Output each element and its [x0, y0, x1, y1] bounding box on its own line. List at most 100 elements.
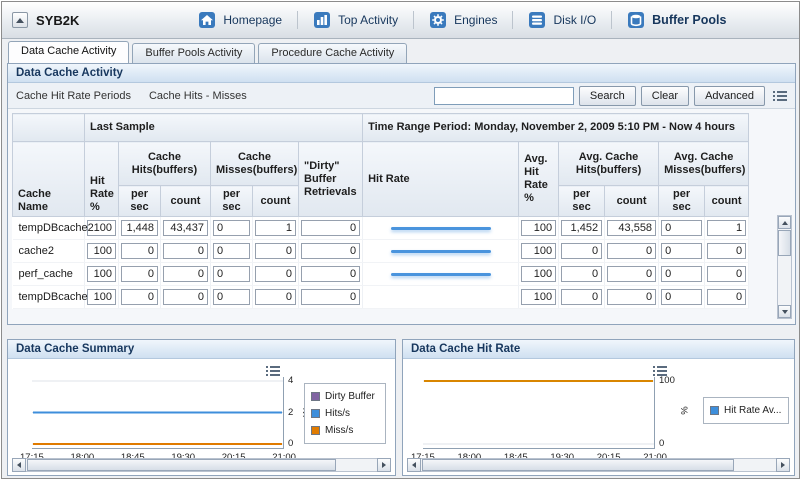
col-hits-per-sec[interactable]: per sec: [118, 185, 161, 217]
data-cache-summary-panel: Data Cache Summary 024 K/s 17:1518:0018:…: [7, 339, 396, 476]
down-arrow-icon: [781, 309, 788, 314]
scroll-right-button[interactable]: [776, 458, 790, 472]
value-box: 0: [163, 266, 208, 282]
table-scrollbar[interactable]: [777, 215, 792, 319]
legend-item: Miss/s: [311, 422, 379, 439]
advanced-button[interactable]: Advanced: [694, 85, 765, 106]
col-avg-cache-misses[interactable]: Avg. Cache Misses(buffers): [658, 141, 750, 186]
col-misses-per-sec[interactable]: per sec: [210, 185, 253, 217]
scrollbar-track[interactable]: [26, 458, 377, 472]
x-axis-labels: 17:15 18:00 18:45 19:30 20:15 21:00: [411, 452, 667, 463]
scroll-up-button[interactable]: [778, 216, 791, 229]
scrollbar-thumb[interactable]: [27, 459, 336, 471]
value-box: 0: [121, 289, 158, 305]
value-box: 0: [707, 243, 747, 259]
tab-procedure-cache-activity[interactable]: Procedure Cache Activity: [258, 43, 408, 63]
value-box: 100: [87, 243, 116, 259]
table-menu-icon[interactable]: [773, 90, 787, 102]
value-box: 0: [213, 220, 250, 236]
nav-homepage-label: Homepage: [223, 13, 283, 27]
chart-scrollbar[interactable]: [12, 458, 391, 472]
value-box: 0: [121, 243, 158, 259]
table-row[interactable]: perf_cache 100 0 0 0 0 0 100 0 0 0 0: [12, 262, 750, 286]
table-row[interactable]: cache2 100 0 0 0 0 0 100 0 0 0 0: [12, 239, 750, 263]
tab-data-cache-activity[interactable]: Data Cache Activity: [8, 41, 130, 63]
col-avg-hits-per-sec[interactable]: per sec: [558, 185, 606, 217]
scroll-left-button[interactable]: [407, 458, 421, 472]
table-row[interactable]: tempDBcache 100 0 0 0 0 0 100 0 0 0 0: [12, 285, 750, 309]
nav-disk-io[interactable]: Disk I/O: [513, 11, 611, 29]
scrollbar-thumb[interactable]: [778, 230, 791, 256]
clear-button[interactable]: Clear: [640, 85, 690, 106]
x-axis-labels: 17:15 18:00 18:45 19:30 20:15 21:00: [20, 452, 296, 463]
scrollbar-track[interactable]: [421, 458, 776, 472]
value-box: 43,437: [163, 220, 208, 236]
value-box: 100: [521, 266, 557, 282]
nav-top-activity[interactable]: Top Activity: [298, 11, 413, 29]
value-box: 1,448: [121, 220, 158, 236]
search-button[interactable]: Search: [578, 85, 636, 106]
value-box: 0: [213, 266, 250, 282]
col-hit-rate-chart[interactable]: Hit Rate: [362, 141, 520, 217]
chart-menu-icon[interactable]: [266, 365, 280, 377]
nav-separator: [611, 11, 613, 29]
value-box: 1,452: [561, 220, 603, 236]
panel-title: Data Cache Summary: [8, 340, 395, 359]
link-cache-hit-rate-periods[interactable]: Cache Hit Rate Periods: [16, 89, 131, 102]
homepage-icon: [199, 12, 216, 28]
x-tick-label: 18:45: [121, 452, 145, 463]
table-row[interactable]: tempDBcache2 100 1,448 43,437 0 1 0 100 …: [12, 216, 750, 240]
search-input[interactable]: [433, 86, 574, 105]
col-cache-hits[interactable]: Cache Hits(buffers): [118, 141, 211, 186]
scroll-right-button[interactable]: [377, 458, 391, 472]
col-avg-hits-count[interactable]: count: [604, 185, 660, 217]
chart-menu-icon[interactable]: [653, 365, 667, 377]
value-box: 0: [301, 289, 361, 305]
top-activity-icon: [314, 12, 331, 28]
col-cache-name[interactable]: Cache Name: [12, 141, 85, 217]
hit-rate-sparkline: [390, 226, 491, 230]
left-arrow-icon: [412, 462, 416, 468]
col-avg-cache-hits[interactable]: Avg. Cache Hits(buffers): [558, 141, 660, 186]
x-tick-label: 20:15: [222, 452, 246, 463]
main-nav: Homepage Top Activity Engines Disk I/O B…: [183, 11, 741, 29]
chart-scrollbar[interactable]: [407, 458, 790, 472]
header-blank: [12, 113, 85, 142]
col-avg-misses-per-sec[interactable]: per sec: [658, 185, 706, 217]
legend-swatch: [311, 426, 320, 435]
scroll-left-button[interactable]: [12, 458, 26, 472]
nav-engines[interactable]: Engines: [414, 11, 512, 29]
chart-body: 024 K/s 17:1518:0018:4519:3020:1521:00 D…: [8, 359, 395, 475]
col-avg-hit-rate-pct[interactable]: Avg. Hit Rate %: [518, 141, 560, 217]
scrollbar-thumb[interactable]: [422, 459, 735, 471]
col-misses-count[interactable]: count: [252, 185, 299, 217]
col-avg-misses-count[interactable]: count: [704, 185, 750, 217]
scrollbar-track[interactable]: [778, 256, 791, 305]
collapse-button[interactable]: [12, 12, 28, 28]
chart-svg: [423, 380, 654, 445]
value-box: 0: [163, 289, 208, 305]
value-box: 0: [661, 220, 703, 236]
col-dirty-buffer[interactable]: "Dirty" Buffer Retrievals: [297, 141, 364, 217]
value-box: 0: [301, 266, 361, 282]
y-tick-label: 100: [659, 375, 675, 386]
link-cache-hits-misses[interactable]: Cache Hits - Misses: [148, 89, 247, 102]
x-tick-label: 17:15: [20, 452, 44, 463]
y-tick-label: 4: [288, 375, 294, 386]
scroll-down-button[interactable]: [778, 305, 791, 318]
tab-buffer-pools-activity[interactable]: Buffer Pools Activity: [132, 43, 256, 63]
x-tick-label: 21:00: [643, 452, 667, 463]
col-cache-misses[interactable]: Cache Misses(buffers): [210, 141, 299, 186]
nav-buffer-pools[interactable]: Buffer Pools: [612, 11, 741, 29]
cache-name-cell: tempDBcache: [12, 285, 88, 309]
data-table-zone: Last Sample Time Range Period: Monday, N…: [8, 109, 795, 324]
col-hit-rate-pct[interactable]: Hit Rate %: [84, 141, 119, 217]
col-hits-count[interactable]: count: [160, 185, 211, 217]
legend-label: Miss/s: [325, 425, 354, 436]
nav-homepage[interactable]: Homepage: [183, 11, 297, 29]
value-box: 100: [87, 220, 116, 236]
x-tick-label: 19:30: [171, 452, 195, 463]
legend-item: Hit Rate Av...: [710, 402, 782, 419]
value-box: 100: [87, 289, 116, 305]
